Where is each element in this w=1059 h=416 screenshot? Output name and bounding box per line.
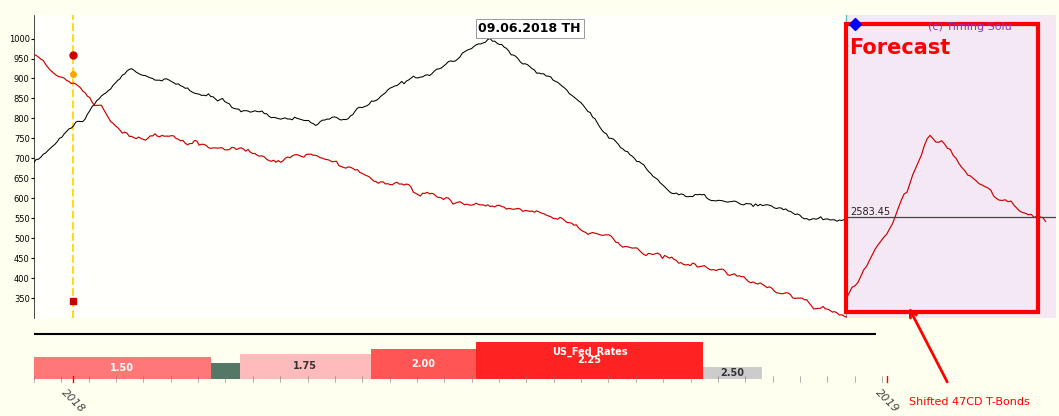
Text: 1.75: 1.75 bbox=[293, 362, 318, 371]
Text: 2.00: 2.00 bbox=[411, 359, 435, 369]
Text: (c) Timing Solu: (c) Timing Solu bbox=[928, 22, 1011, 32]
Bar bbox=[703, 367, 762, 379]
Bar bbox=[846, 24, 1039, 312]
Bar bbox=[846, 15, 1056, 318]
Text: US_Fed_Rates: US_Fed_Rates bbox=[552, 347, 627, 357]
Bar bbox=[475, 342, 703, 379]
Text: 2583.45: 2583.45 bbox=[850, 207, 891, 217]
Text: 2.25: 2.25 bbox=[577, 355, 602, 365]
Text: 09.06.2018 TH: 09.06.2018 TH bbox=[479, 22, 580, 35]
Bar bbox=[34, 357, 211, 379]
Text: 1.50: 1.50 bbox=[110, 363, 134, 373]
Bar bbox=[240, 354, 371, 379]
Text: 2019: 2019 bbox=[874, 387, 901, 415]
Text: Shifted 47CD T-Bonds: Shifted 47CD T-Bonds bbox=[909, 397, 1029, 407]
FancyArrowPatch shape bbox=[911, 311, 947, 382]
Text: 2.50: 2.50 bbox=[721, 368, 744, 378]
Bar bbox=[211, 363, 240, 379]
Bar bbox=[371, 349, 475, 379]
Text: 2018: 2018 bbox=[59, 387, 87, 415]
Text: Forecast: Forecast bbox=[849, 38, 951, 58]
